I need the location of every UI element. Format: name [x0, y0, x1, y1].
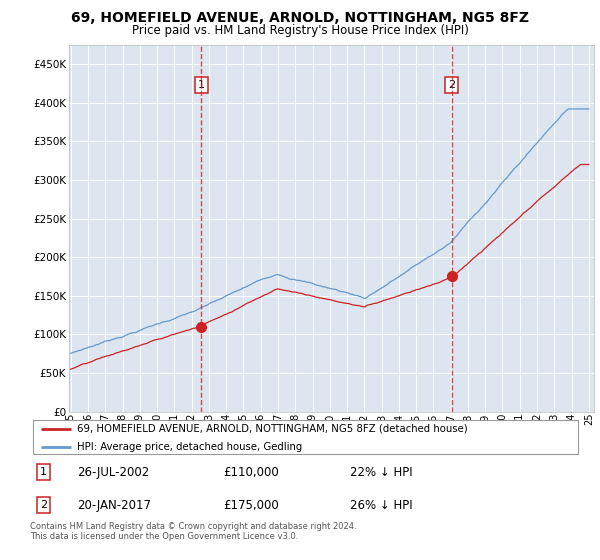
Text: 22% ↓ HPI: 22% ↓ HPI: [350, 465, 413, 479]
Text: 1: 1: [198, 80, 205, 90]
Text: 26-JUL-2002: 26-JUL-2002: [77, 465, 149, 479]
Text: Price paid vs. HM Land Registry's House Price Index (HPI): Price paid vs. HM Land Registry's House …: [131, 24, 469, 36]
Text: HPI: Average price, detached house, Gedling: HPI: Average price, detached house, Gedl…: [77, 442, 302, 452]
Text: 69, HOMEFIELD AVENUE, ARNOLD, NOTTINGHAM, NG5 8FZ (detached house): 69, HOMEFIELD AVENUE, ARNOLD, NOTTINGHAM…: [77, 424, 467, 434]
Text: £110,000: £110,000: [223, 465, 279, 479]
Text: £175,000: £175,000: [223, 498, 279, 512]
Text: 69, HOMEFIELD AVENUE, ARNOLD, NOTTINGHAM, NG5 8FZ: 69, HOMEFIELD AVENUE, ARNOLD, NOTTINGHAM…: [71, 11, 529, 25]
Text: 2: 2: [40, 500, 47, 510]
FancyBboxPatch shape: [33, 420, 578, 455]
Text: 20-JAN-2017: 20-JAN-2017: [77, 498, 151, 512]
Text: 2: 2: [448, 80, 455, 90]
Text: 1: 1: [40, 467, 47, 477]
Text: Contains HM Land Registry data © Crown copyright and database right 2024.
This d: Contains HM Land Registry data © Crown c…: [30, 522, 356, 542]
Text: 26% ↓ HPI: 26% ↓ HPI: [350, 498, 413, 512]
